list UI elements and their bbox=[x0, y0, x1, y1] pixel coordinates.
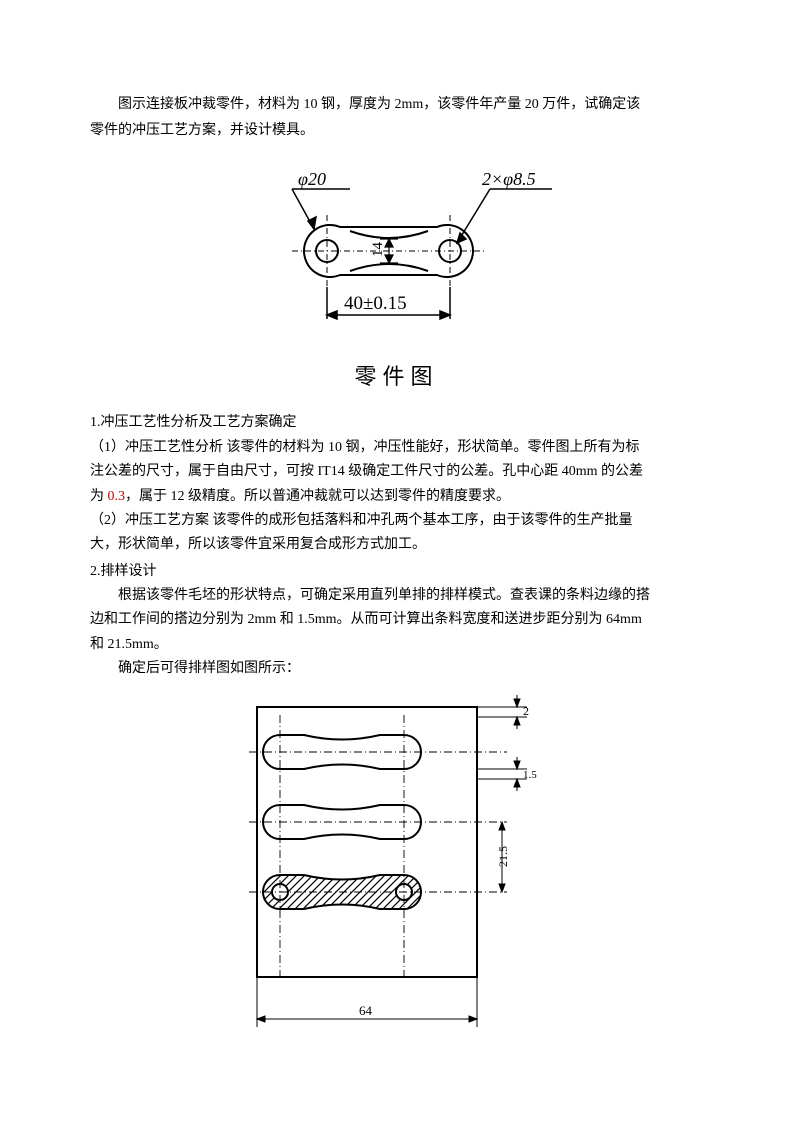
s2-p1b: 边和工作间的搭边分别为 2mm 和 1.5mm。从而可计算出条料宽度和送进步距分… bbox=[90, 609, 703, 631]
s2-p1c: 和 21.5mm。 bbox=[90, 634, 703, 656]
part-figure-caption: 零件图 bbox=[90, 359, 703, 394]
s1-p1a: （1）冲压工艺性分析 该零件的材料为 10 钢，冲压性能好，形状简单。零件图上所… bbox=[90, 437, 703, 459]
part-figure: φ20 2×φ8.5 14 bbox=[90, 157, 703, 395]
section2-title: 2.排样设计 bbox=[90, 561, 703, 583]
dim-length: 40±0.15 bbox=[344, 293, 407, 314]
dim-gap: 1.5 bbox=[523, 769, 537, 781]
tolerance-value: 0.3 bbox=[108, 489, 126, 504]
s1-p2a: （2）冲压工艺方案 该零件的成形包括落料和冲孔两个基本工序，由于该零件的生产批量 bbox=[90, 510, 703, 532]
s1-p2b: 大，形状简单，所以该零件宜采用复合成形方式加工。 bbox=[90, 534, 703, 556]
dim-holes: 2×φ8.5 bbox=[482, 169, 536, 189]
section1-title: 1.冲压工艺性分析及工艺方案确定 bbox=[90, 412, 703, 434]
dim-step: 21.5 bbox=[496, 846, 510, 867]
intro-line1: 图示连接板冲裁零件，材料为 10 钢，厚度为 2mm，该零件年产量 20 万件，… bbox=[90, 94, 703, 116]
dim-phi20: φ20 bbox=[298, 169, 326, 189]
dim-edge: 2 bbox=[523, 704, 529, 718]
intro-line2: 零件的冲压工艺方案，并设计模具。 bbox=[90, 120, 703, 142]
s2-p1a: 根据该零件毛坯的形状特点，可确定采用直列单排的排样模式。查表课的条料边缘的搭 bbox=[90, 585, 703, 607]
layout-drawing-svg: 2 1.5 21.5 bbox=[207, 687, 587, 1067]
layout-figure: 2 1.5 21.5 bbox=[90, 687, 703, 1075]
s1-p1c: 为 0.3，属于 12 级精度。所以普通冲裁就可以达到零件的精度要求。 bbox=[90, 486, 703, 508]
part-drawing-svg: φ20 2×φ8.5 14 bbox=[232, 157, 562, 347]
s1-p1b: 注公差的尺寸，属于自由尺寸，可按 IT14 级确定工件尺寸的公差。孔中心距 40… bbox=[90, 461, 703, 483]
s2-p2: 确定后可得排样图如图所示： bbox=[90, 658, 703, 680]
dim-width: 64 bbox=[359, 1003, 373, 1018]
dim-height: 14 bbox=[370, 241, 386, 257]
